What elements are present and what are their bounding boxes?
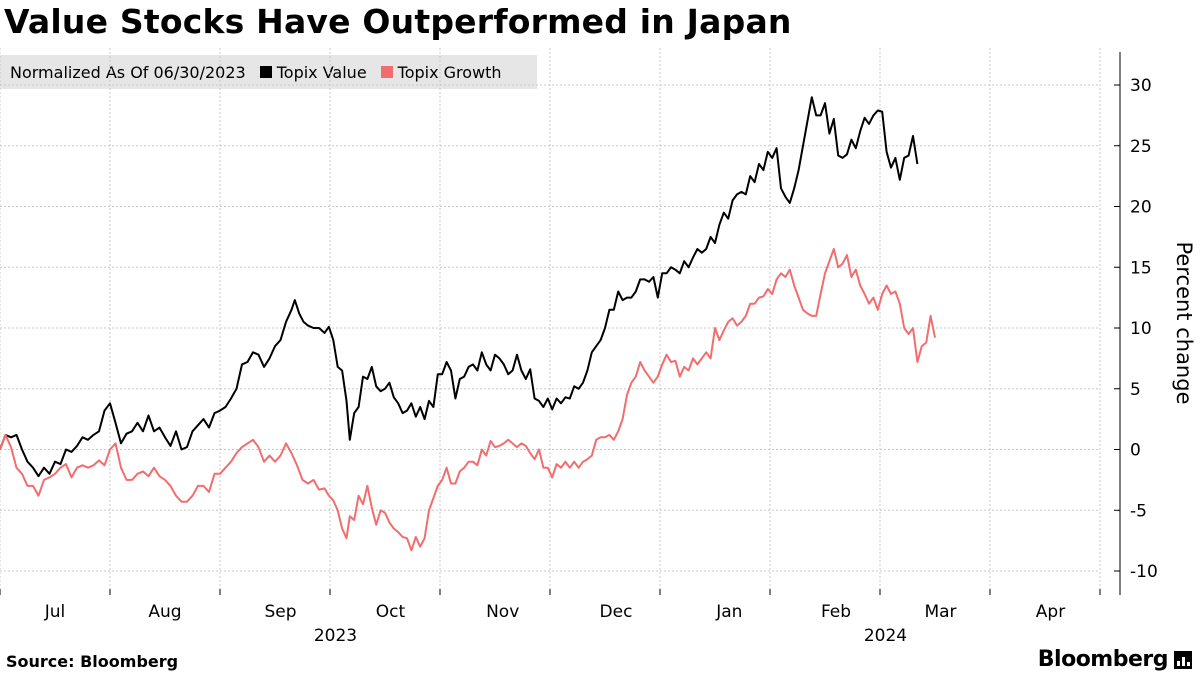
x-tick-label: Oct — [376, 602, 406, 622]
x-tick-label: Aug — [148, 602, 181, 622]
legend-entry-topix-value: Topix Value — [259, 62, 367, 82]
y-tick-label: 30 — [1130, 76, 1152, 96]
y-tick-label: 10 — [1130, 319, 1152, 339]
y-tick-label: 5 — [1130, 380, 1141, 400]
legend-label-topix-growth: Topix Growth — [397, 62, 502, 82]
y-tick-label: -5 — [1130, 501, 1147, 521]
x-tick-label: Nov — [486, 602, 519, 622]
series-line-topix-value — [0, 96, 919, 478]
source-note: Source: Bloomberg — [6, 652, 179, 671]
chart-title: Value Stocks Have Outperformed in Japan — [4, 2, 792, 41]
y-tick-label: 15 — [1130, 258, 1152, 278]
year-label: 2024 — [864, 626, 907, 646]
legend-entry-topix-growth: Topix Growth — [380, 62, 502, 82]
x-tick-label: Apr — [1036, 602, 1065, 622]
x-tick-label: Sep — [264, 602, 296, 622]
x-tick-label: Mar — [924, 602, 956, 622]
legend-swatch-topix-value — [259, 66, 272, 78]
legend-swatch-topix-growth — [380, 66, 393, 78]
legend: Normalized As Of 06/30/2023 Topix Value … — [0, 55, 537, 89]
legend-note: Normalized As Of 06/30/2023 — [10, 62, 246, 82]
x-tick-label: Dec — [600, 602, 633, 622]
x-tick-label: Jul — [44, 602, 66, 622]
x-tick-label: Jan — [715, 602, 742, 622]
y-tick-label: 20 — [1130, 198, 1152, 218]
brand-wordmark: Bloomberg — [1037, 647, 1169, 672]
bloomberg-logo: Bloomberg — [1038, 647, 1192, 672]
x-tick-label: Feb — [821, 602, 851, 622]
series-line-topix-growth — [0, 248, 936, 552]
year-label: 2023 — [314, 626, 357, 646]
legend-label-topix-value: Topix Value — [276, 62, 367, 82]
y-tick-label: -10 — [1130, 562, 1158, 582]
y-axis-title: Percent change — [1172, 242, 1196, 405]
bloomberg-mark-icon — [1174, 650, 1192, 669]
y-tick-label: 25 — [1130, 137, 1152, 157]
y-tick-label: 0 — [1130, 441, 1141, 461]
